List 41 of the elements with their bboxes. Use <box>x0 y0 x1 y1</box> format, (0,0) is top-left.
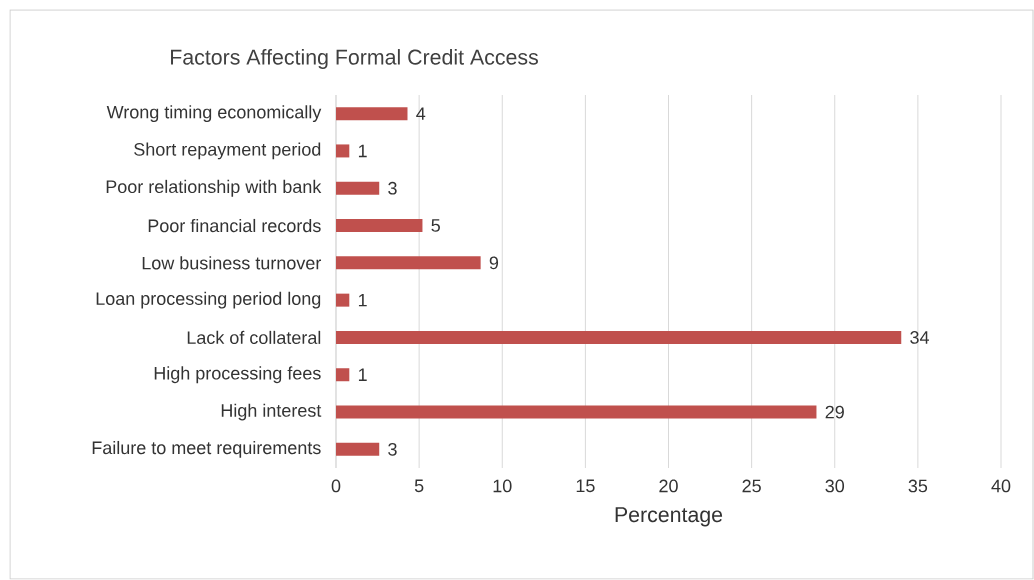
bar <box>336 107 408 121</box>
chart-title: Factors Affecting Formal Credit Access <box>171 49 538 69</box>
x-axis-title: Percentage <box>615 507 723 527</box>
data-label: 34 <box>910 331 930 344</box>
x-tick-label: 30 <box>825 479 845 493</box>
y-tick-label: Short repayment period <box>134 142 321 160</box>
data-label: 1 <box>358 368 367 381</box>
bar <box>336 256 481 270</box>
y-tick-label: Low business turnover <box>142 256 322 270</box>
bar <box>336 330 902 344</box>
bar <box>336 219 423 233</box>
y-tick-label: Wrong timing economically <box>106 105 322 123</box>
bar <box>336 181 380 195</box>
bar <box>336 368 350 382</box>
x-tick-label: 20 <box>659 479 678 493</box>
bar <box>336 293 350 307</box>
data-label: 4 <box>416 107 426 120</box>
data-label: 1 <box>358 144 367 158</box>
x-tick-label: 5 <box>414 479 424 493</box>
data-label: 9 <box>489 256 499 270</box>
data-label: 5 <box>431 219 440 232</box>
bar <box>336 405 817 419</box>
y-tick-label: Lack of collateral <box>187 330 321 345</box>
y-tick-label: High processing fees <box>154 366 321 384</box>
y-tick-label: Loan processing period long <box>96 291 321 309</box>
bar <box>336 442 380 456</box>
x-tick-label: 35 <box>908 479 928 493</box>
x-tick-label: 40 <box>991 479 1011 493</box>
x-tick-label: 10 <box>493 479 512 493</box>
data-label: 3 <box>388 181 397 195</box>
bar <box>336 144 350 158</box>
data-label: 1 <box>358 293 367 307</box>
data-label: 29 <box>825 405 844 419</box>
data-label: 3 <box>388 442 397 456</box>
y-tick-label: Poor relationship with bank <box>106 179 322 197</box>
y-tick-label: High interest <box>221 403 322 421</box>
x-tick-label: 25 <box>742 479 761 493</box>
y-tick-label: Failure to meet requirements <box>92 440 321 458</box>
x-tick-label: 15 <box>576 479 595 493</box>
y-tick-label: Poor financial records <box>148 218 321 233</box>
x-tick-label: 0 <box>331 479 341 493</box>
